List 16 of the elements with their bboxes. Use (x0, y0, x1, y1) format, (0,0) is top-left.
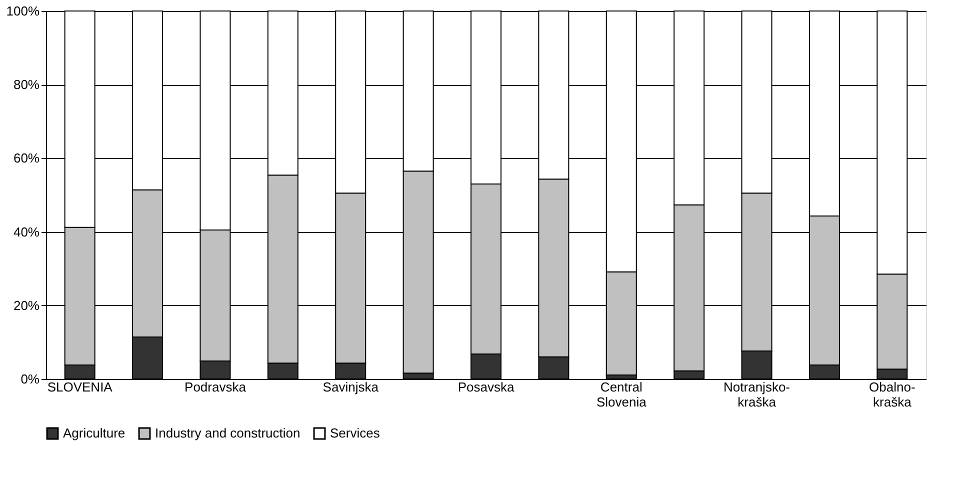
y-tick-label: 20% (13, 298, 40, 313)
x-tick-label: SLOVENIA (47, 380, 113, 394)
x-tick-label: Savinjska (322, 380, 380, 394)
legend-label: Agriculture (63, 426, 126, 441)
y-tick-label: 100% (6, 4, 40, 18)
legend-label: Industry and construction (155, 426, 300, 441)
x-tick-label: Central Slovenia (596, 380, 648, 410)
y-tick-label: 40% (13, 224, 40, 240)
y-tick-label: 80% (13, 77, 40, 92)
x-tick-label: Notranjsko-kraška (724, 380, 790, 410)
y-tick-label: 60% (13, 150, 40, 166)
x-tick-label: Obalno-kraška (869, 380, 916, 410)
x-tick-label: Podravska (184, 380, 247, 394)
x-tick-label: Posavska (458, 380, 515, 394)
legend-label: Services (330, 426, 380, 441)
y-tick-label: 0% (20, 372, 40, 386)
